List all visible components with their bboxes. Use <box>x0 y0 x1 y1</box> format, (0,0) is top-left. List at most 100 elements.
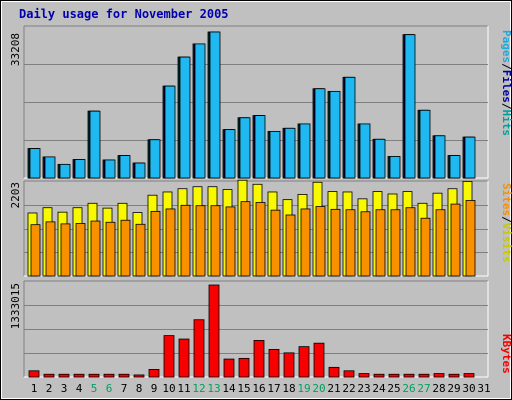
bar-sites <box>465 200 476 277</box>
bar-kbytes <box>448 373 460 378</box>
x-axis-labels: 1 2 3 4 5 6 7 8 9 10 11 12 13 14 15 16 17 18 19 20 21 22 23 24 2… <box>31 382 491 395</box>
x-tick-label: 2 <box>46 382 53 395</box>
bar-pages <box>194 43 206 179</box>
x-tick-label: 16 <box>252 382 265 395</box>
bar-pages <box>299 123 311 179</box>
bar-pages <box>374 138 386 179</box>
bar-kbytes <box>403 373 415 378</box>
bar-kbytes <box>193 319 205 378</box>
x-tick-label: 21 <box>327 382 340 395</box>
x-tick-label: 8 <box>136 382 143 395</box>
ymax-label-kbytes: 1333015 <box>9 283 22 329</box>
bar-pages <box>89 110 101 179</box>
bar-kbytes <box>73 373 85 378</box>
bar-sites <box>180 204 191 277</box>
bar-sites <box>165 208 176 277</box>
bar-kbytes <box>103 373 115 378</box>
bar-pages <box>389 156 401 179</box>
bar-kbytes <box>418 373 430 378</box>
bar-sites <box>345 209 356 277</box>
x-tick-label: 18 <box>282 382 295 395</box>
bar-pages <box>134 162 146 179</box>
bar-kbytes <box>133 374 145 378</box>
x-tick-label: 22 <box>342 382 355 395</box>
legend-visits: Visits <box>500 223 512 263</box>
x-tick-label: 31 <box>477 382 490 395</box>
x-tick-label: 6 <box>106 382 113 395</box>
legend-kbytes: KBytes <box>500 334 512 374</box>
bar-kbytes <box>148 369 160 378</box>
bar-kbytes <box>388 373 400 378</box>
legend-files: Files <box>500 70 512 103</box>
bar-kbytes <box>118 373 130 378</box>
bar-kbytes <box>43 373 55 378</box>
legend-sites: Sites <box>500 183 512 216</box>
bar-kbytes <box>373 373 385 378</box>
bar-sites <box>285 214 296 277</box>
bar-kbytes <box>178 338 190 378</box>
legends: Pages/Files/Hits Sites/Visits KBytes <box>500 30 512 374</box>
bar-kbytes <box>268 348 280 378</box>
legend-sep-2: / <box>500 103 512 110</box>
bar-kbytes <box>328 366 340 378</box>
bar-pages <box>164 85 176 179</box>
bar-sites <box>120 219 131 277</box>
bar-pages <box>269 130 281 179</box>
bar-pages <box>329 90 341 179</box>
bar-sites <box>255 202 266 277</box>
bar-pages <box>464 136 476 179</box>
x-tick-label: 30 <box>462 382 475 395</box>
x-tick-label: 10 <box>162 382 175 395</box>
x-tick-label: 12 <box>192 382 205 395</box>
bar-sites <box>30 224 41 277</box>
bar-sites <box>60 223 71 277</box>
ymax-labels: 33208 2203 1333015 <box>9 33 22 329</box>
bar-sites <box>375 209 386 277</box>
bar-sites <box>45 221 56 277</box>
bar-sites <box>225 206 236 277</box>
bar-pages <box>179 56 191 179</box>
bar-pages <box>239 117 251 179</box>
x-tick-label: 5 <box>91 382 98 395</box>
x-tick-label: 1 <box>31 382 38 395</box>
bar-sites <box>90 220 101 277</box>
ymax-label-visits-sites: 2203 <box>9 182 22 209</box>
bar-kbytes <box>223 358 235 378</box>
x-tick-label: 17 <box>267 382 280 395</box>
bar-pages <box>284 127 296 179</box>
bar-sites <box>405 207 416 277</box>
bar-kbytes <box>253 340 265 378</box>
bar-kbytes <box>298 346 310 378</box>
bar-sites <box>300 208 311 277</box>
x-tick-label: 23 <box>357 382 370 395</box>
bar-kbytes <box>358 373 370 378</box>
bar-sites <box>135 223 146 277</box>
chart-title: Daily usage for November 2005 <box>19 7 229 21</box>
bar-sites <box>315 206 326 277</box>
x-tick-label: 14 <box>222 382 236 395</box>
bar-sites <box>270 209 281 277</box>
bar-sites <box>210 205 221 277</box>
legend-visits-sites: Sites/Visits <box>500 183 512 263</box>
bar-pages <box>404 34 416 179</box>
bar-kbytes <box>58 373 70 378</box>
bar-kbytes <box>88 373 100 378</box>
bar-pages <box>359 123 371 179</box>
x-tick-label: 9 <box>151 382 158 395</box>
bar-pages <box>434 135 446 179</box>
x-tick-label: 27 <box>417 382 430 395</box>
x-tick-label: 25 <box>387 382 400 395</box>
legend-sep-3: / <box>500 216 512 223</box>
pages-files-hits-panel <box>23 25 489 179</box>
bar-pages <box>314 88 326 179</box>
bar-sites <box>150 210 161 277</box>
bar-kbytes <box>163 335 175 378</box>
x-tick-label: 28 <box>432 382 445 395</box>
bar-sites <box>75 223 86 277</box>
kbytes-panel <box>23 280 489 378</box>
legend-pages-files-hits: Pages/Files/Hits <box>500 30 512 136</box>
bar-pages <box>254 115 266 179</box>
bar-pages <box>224 129 236 179</box>
